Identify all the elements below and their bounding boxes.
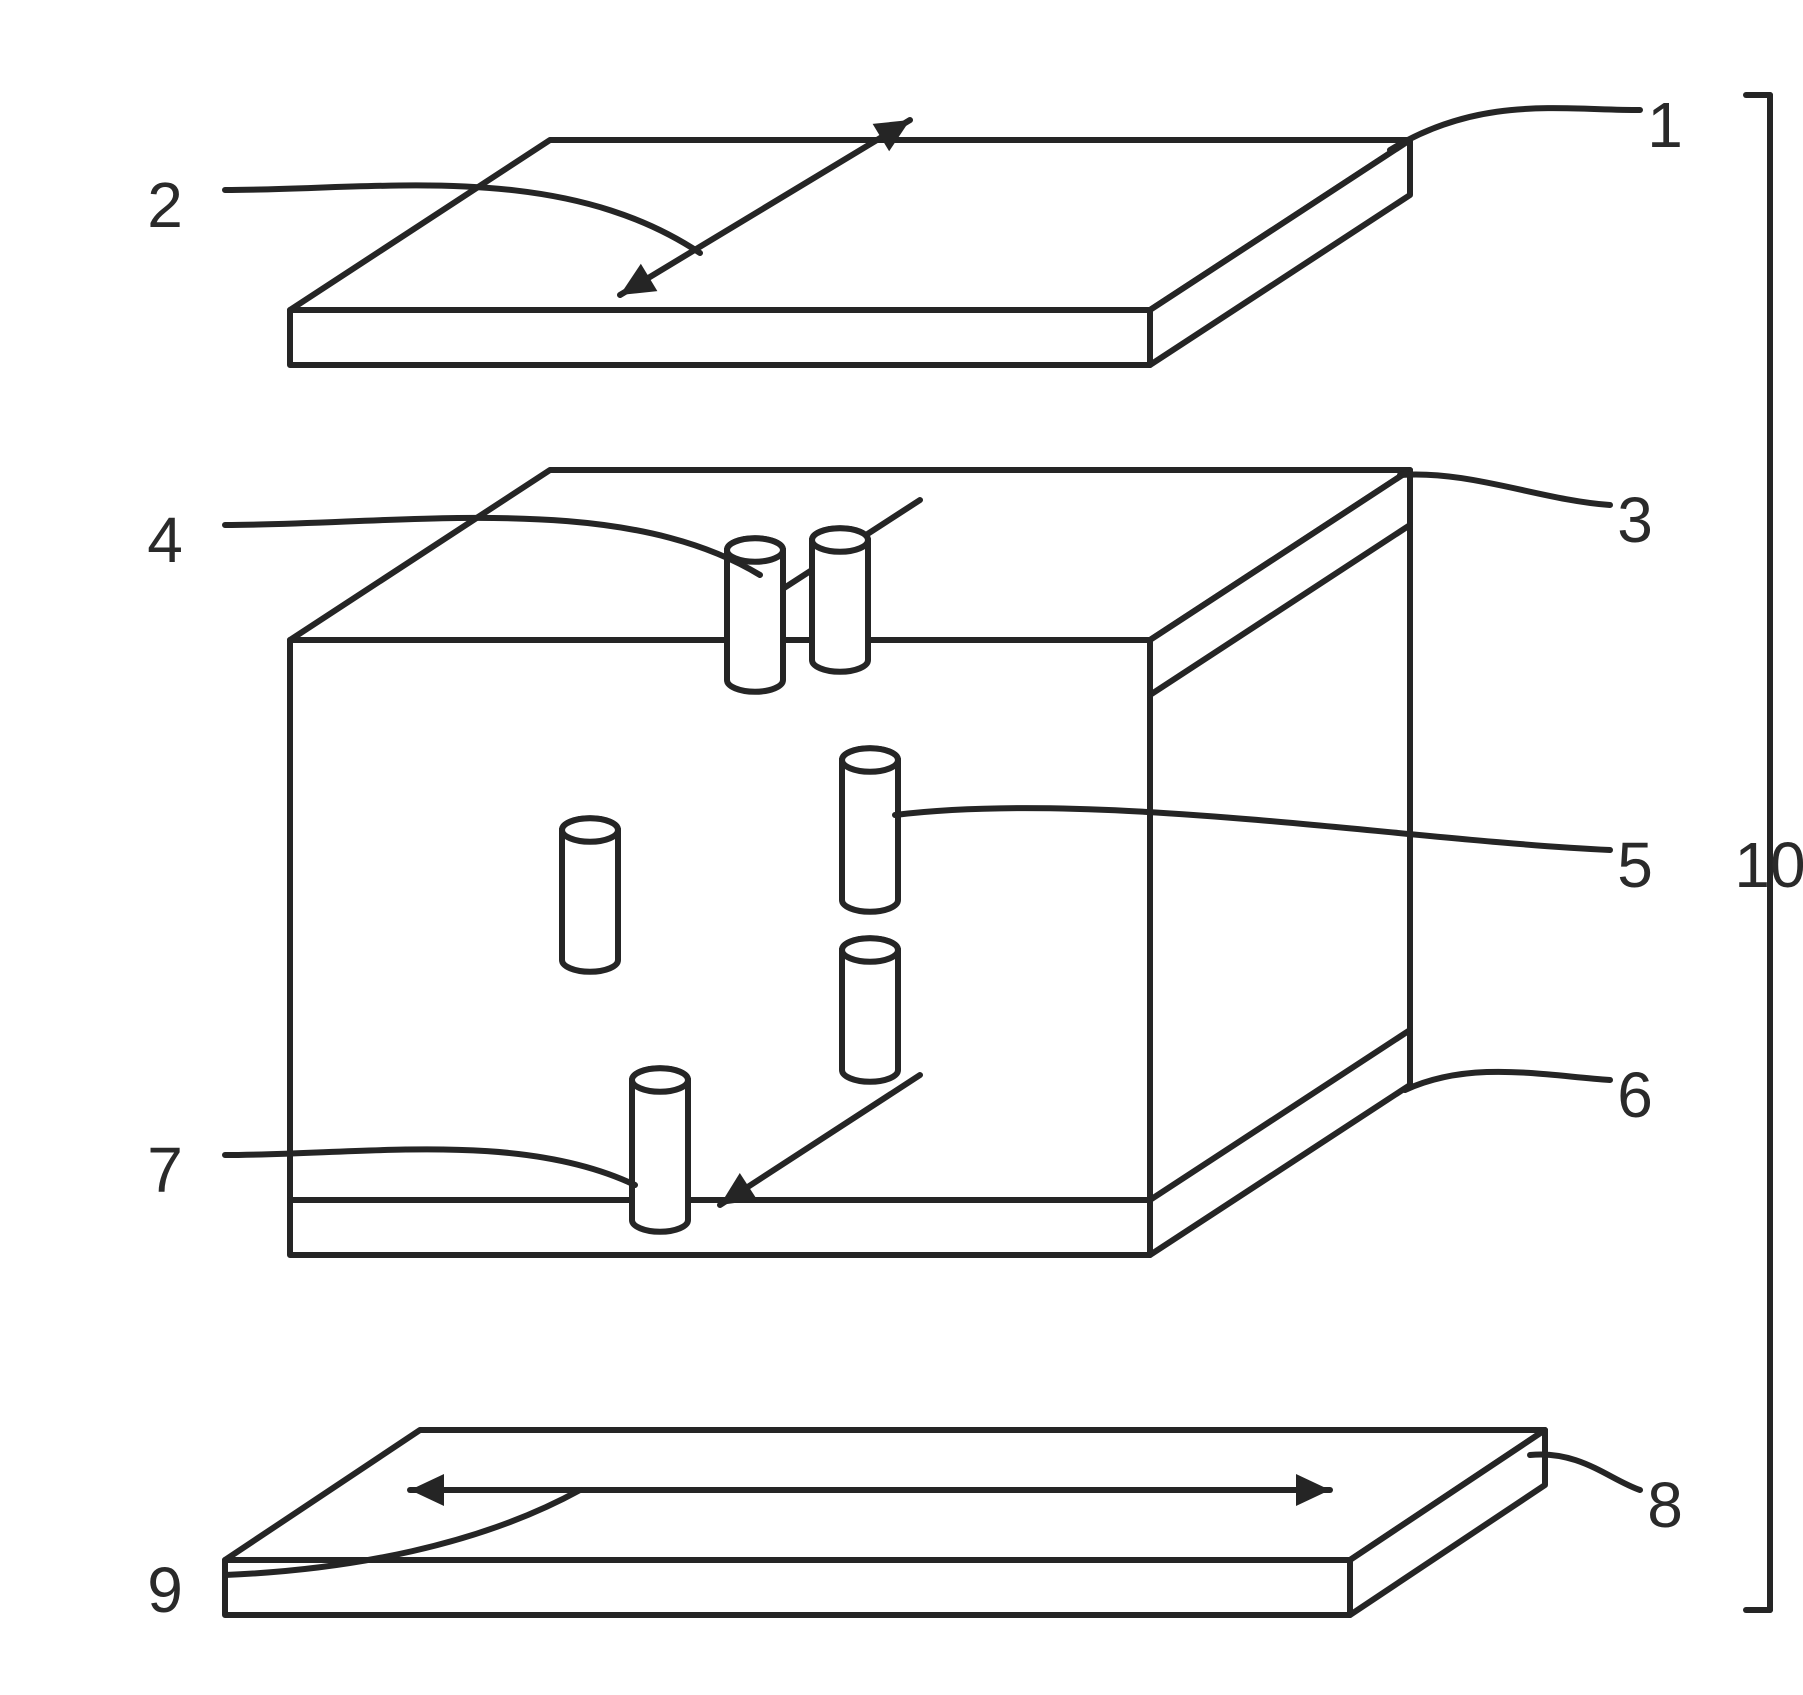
svg-text:9: 9 (147, 1554, 183, 1626)
svg-text:6: 6 (1617, 1059, 1653, 1131)
svg-text:1: 1 (1647, 89, 1683, 161)
svg-text:8: 8 (1647, 1469, 1683, 1541)
svg-text:2: 2 (147, 169, 183, 241)
diagram-svg: 1 2 3 4 5 6 7 8 9 10 (0, 0, 1803, 1695)
svg-text:4: 4 (147, 504, 183, 576)
svg-text:10: 10 (1734, 829, 1803, 901)
svg-text:3: 3 (1617, 484, 1653, 556)
svg-text:5: 5 (1617, 829, 1653, 901)
svg-text:7: 7 (147, 1134, 183, 1206)
